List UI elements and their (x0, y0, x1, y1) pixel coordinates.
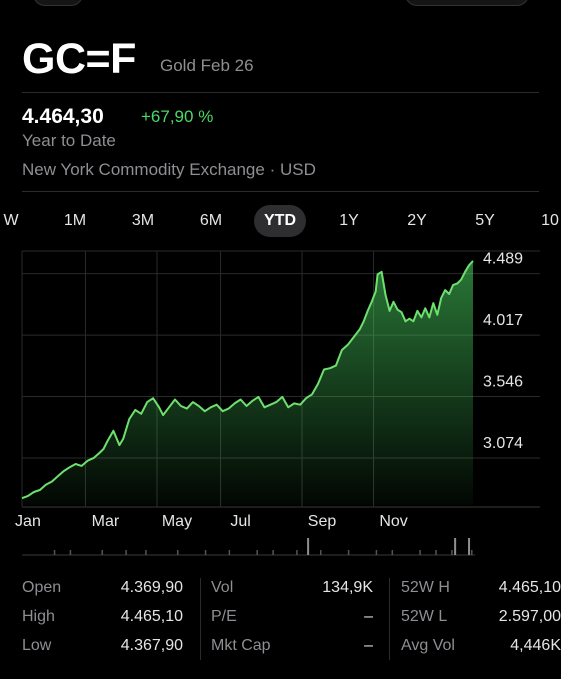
tab-2y[interactable]: 2Y (407, 212, 427, 229)
current-price: 4.464,30 (22, 105, 104, 128)
volume-tick (375, 550, 378, 555)
stat-pe-value: – (364, 608, 373, 625)
exchange-label: New York Commodity Exchange · USD (22, 160, 316, 179)
period-label: Year to Date (22, 131, 116, 150)
stat-high-label: High (22, 608, 55, 625)
stat-52wl-label: 52W L (401, 608, 448, 625)
volume-tick (347, 550, 350, 555)
stat-pe-label: P/E (211, 608, 237, 625)
stat-avgvol-label: Avg Vol (401, 637, 455, 654)
x-tick-label: Nov (379, 513, 407, 530)
stat-low-value: 4.367,90 (120, 637, 183, 654)
volume-tick (145, 550, 147, 555)
y-tick-label: 3.074 (483, 435, 523, 452)
volume-tick (320, 550, 322, 555)
stats-separator (200, 578, 201, 660)
tab-6m[interactable]: 6M (199, 212, 223, 229)
x-tick-label: Mar (92, 513, 120, 530)
x-tick-label: Jan (15, 513, 41, 530)
y-tick-label: 3.546 (483, 373, 523, 390)
tab-ytd[interactable]: YTD (254, 205, 306, 237)
header-divider (22, 92, 539, 93)
stat-mktcap-value: – (364, 637, 373, 654)
volume-tick (256, 550, 258, 555)
tab-3m[interactable]: 3M (131, 212, 155, 229)
volume-bar (454, 538, 457, 555)
volume-tick (435, 550, 437, 555)
volume-bar (307, 538, 310, 555)
volume-tick (69, 550, 72, 555)
stat-low-label: Low (22, 637, 52, 654)
tab-1m[interactable]: 1M (63, 212, 87, 229)
tab-5y[interactable]: 5Y (475, 212, 495, 229)
stat-open-label: Open (22, 579, 62, 596)
volume-tick (419, 550, 421, 555)
volume-tick (471, 550, 473, 555)
stat-52wh-value: 4.465,10 (498, 579, 561, 596)
x-tick-label: Jul (230, 513, 250, 530)
stat-open-value: 4.369,90 (120, 579, 183, 596)
back-button[interactable] (33, 0, 83, 6)
volume-tick (53, 550, 56, 555)
tab-10y[interactable]: 10 (541, 212, 559, 229)
price-line (21, 260, 474, 500)
volume-tick (176, 550, 179, 555)
price-chart[interactable]: 4.489 4.017 3.546 3.074 Jan Mar May Jul Sep Nov (0, 245, 561, 563)
volume-tick (101, 550, 103, 555)
x-tick-label: Sep (308, 513, 337, 530)
volume-tick (204, 550, 207, 555)
stat-vol-value: 134,9K (322, 579, 373, 596)
instrument-name: Gold Feb 26 (160, 56, 254, 75)
tab-1y[interactable]: 1Y (339, 212, 359, 229)
x-tick-label: May (162, 513, 192, 530)
volume-tick (296, 550, 298, 555)
exchange-divider (22, 191, 539, 192)
stat-high-value: 4.465,10 (120, 608, 183, 625)
more-button[interactable] (405, 0, 529, 6)
stat-avgvol-value: 4,446K (510, 637, 561, 654)
volume-tick (228, 550, 231, 555)
volume-tick (391, 550, 394, 555)
ticker-symbol: GC=F (22, 35, 136, 83)
stats-separator (389, 578, 390, 660)
stat-52wl-value: 2.597,00 (498, 608, 561, 625)
price-change: +67,90 % (141, 107, 214, 126)
tab-w[interactable]: W (3, 212, 19, 229)
volume-tick (272, 550, 274, 555)
price-area (22, 260, 473, 505)
stat-mktcap-label: Mkt Cap (211, 637, 271, 654)
y-tick-label: 4.489 (483, 251, 523, 268)
volume-tick (125, 550, 127, 555)
stat-vol-label: Vol (211, 579, 234, 596)
y-tick-label: 4.017 (483, 312, 523, 329)
volume-bar (468, 538, 471, 555)
stat-52wh-label: 52W H (401, 579, 450, 596)
volume-tick (451, 550, 453, 555)
